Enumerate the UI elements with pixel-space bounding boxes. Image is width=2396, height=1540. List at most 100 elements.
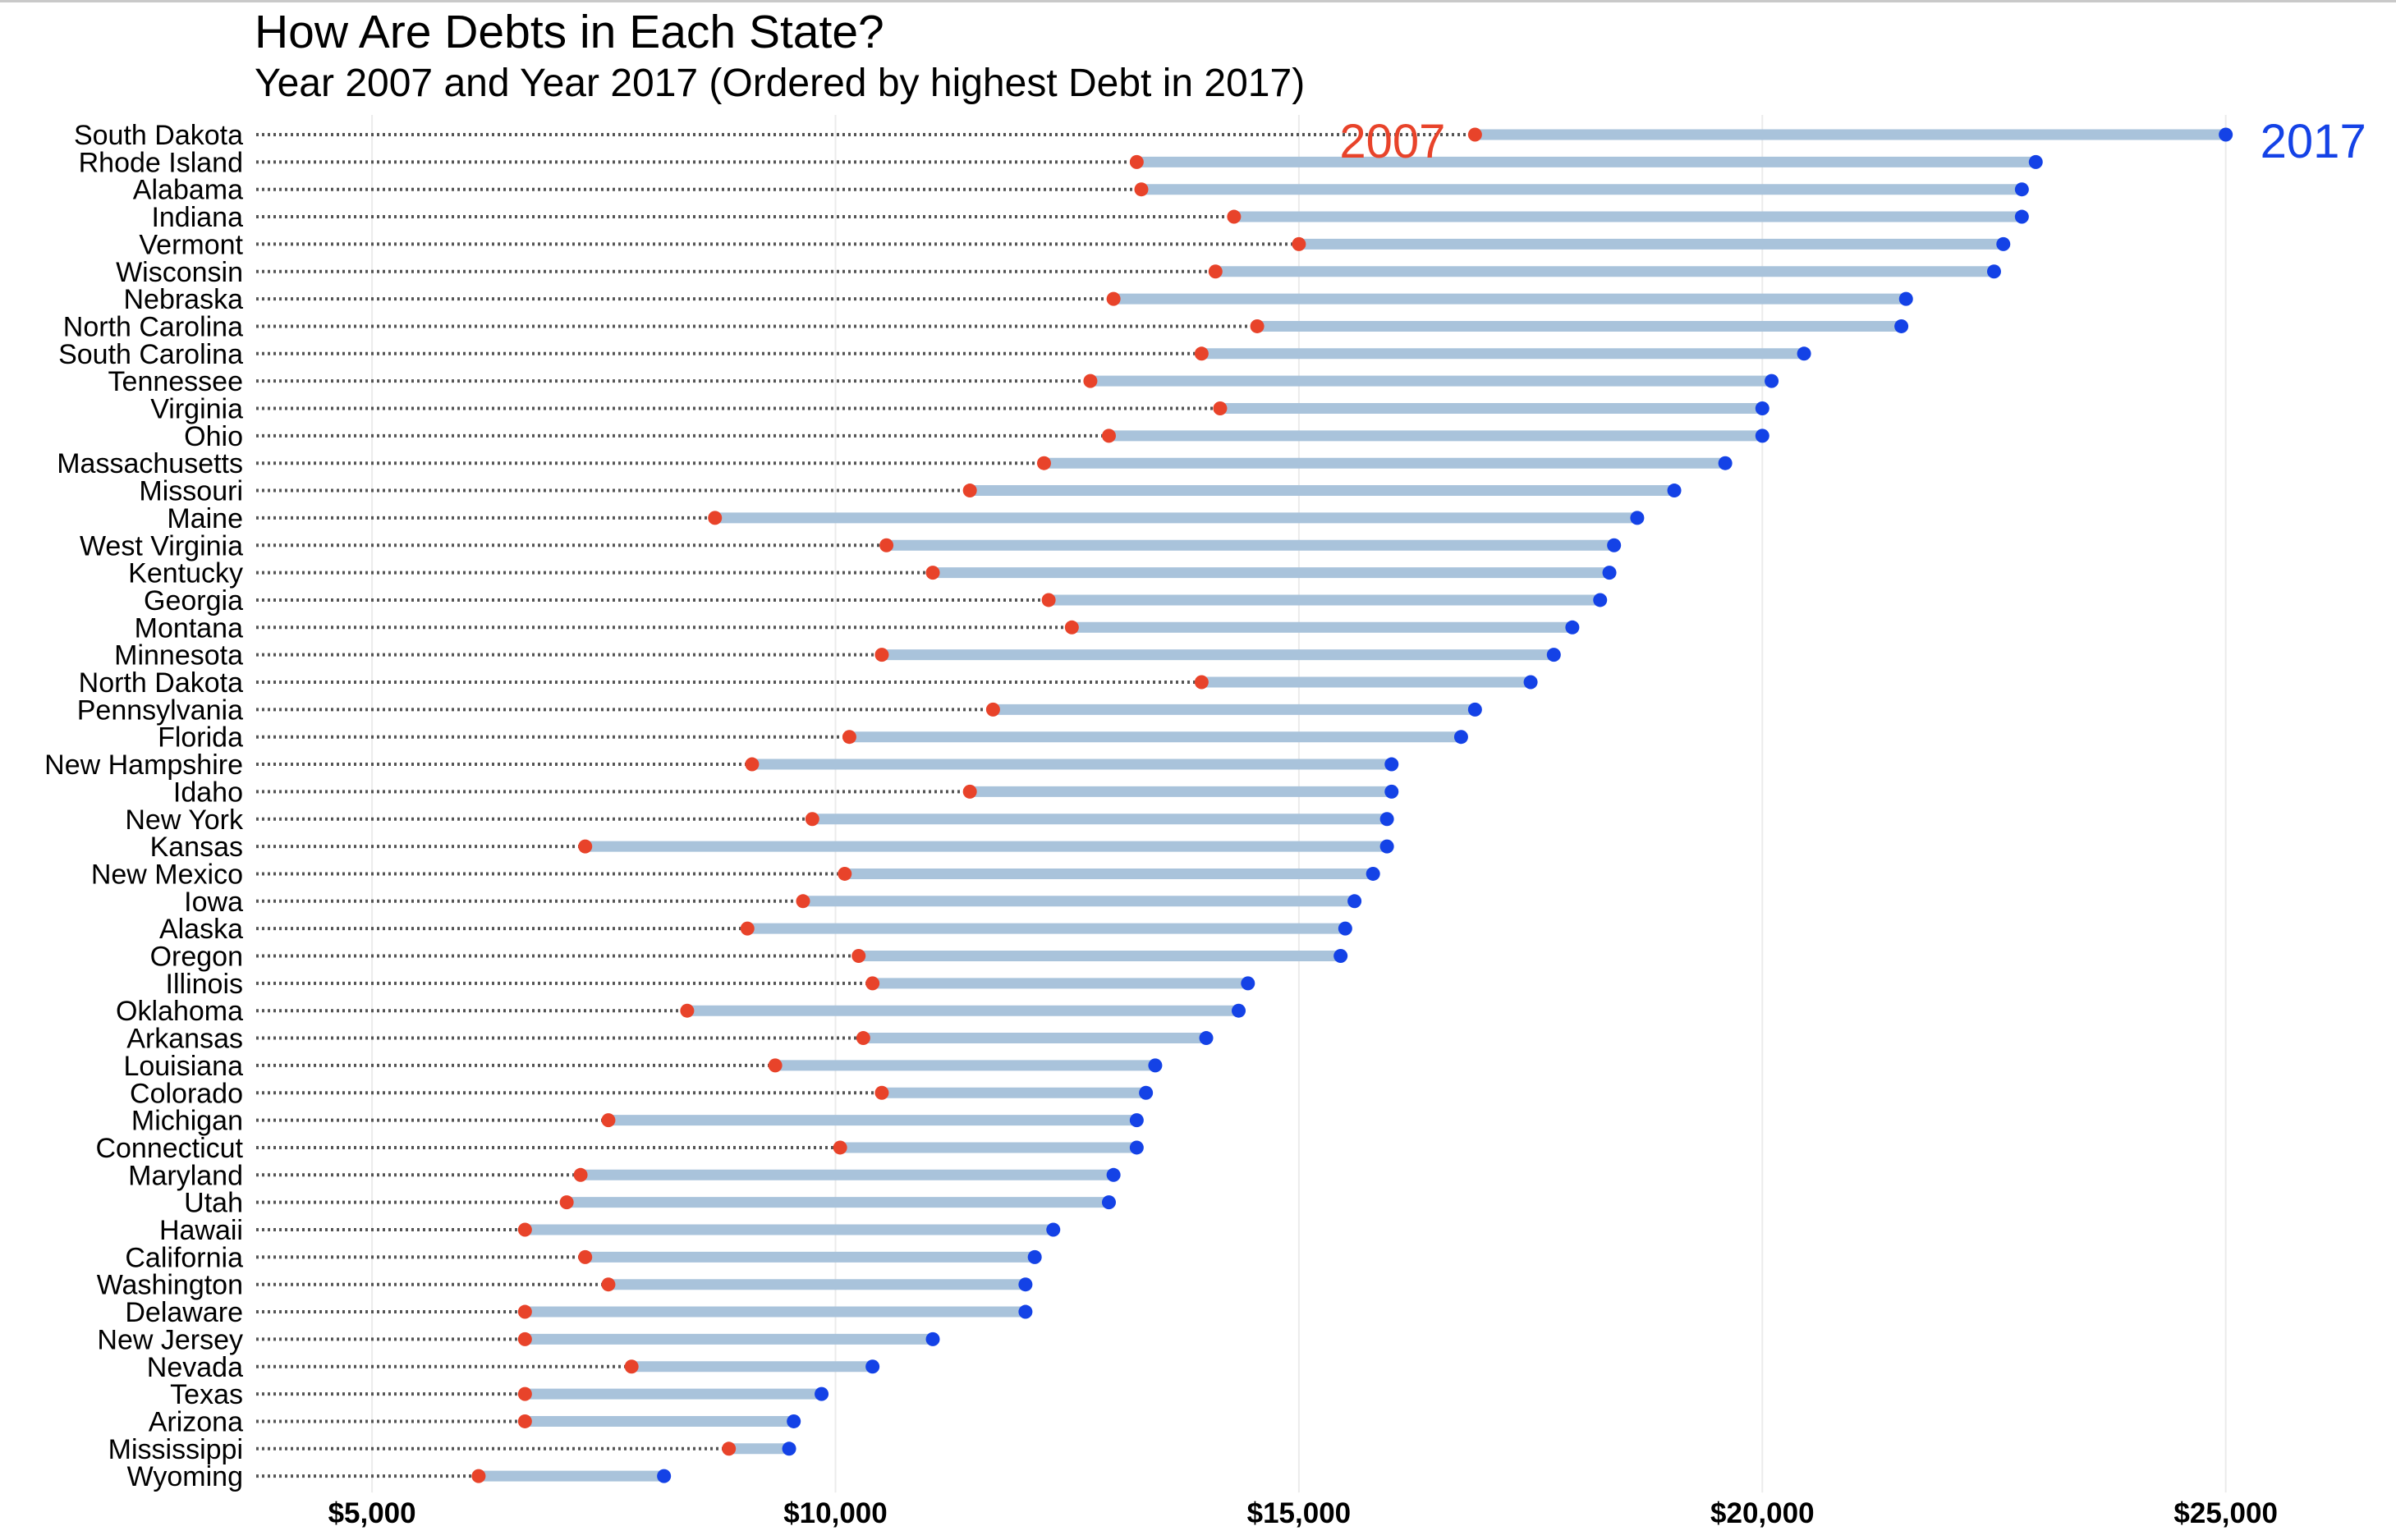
point-2007 (879, 538, 894, 552)
state-label: New Jersey (97, 1324, 243, 1355)
series-label-2017: 2017 (2261, 115, 2366, 168)
point-2017 (1379, 839, 1394, 854)
point-2007 (1213, 401, 1228, 415)
state-label: Illinois (166, 969, 243, 1000)
point-2007 (1041, 593, 1056, 607)
point-2007 (1036, 456, 1051, 470)
state-label: Delaware (125, 1297, 243, 1328)
point-2007 (1227, 209, 1242, 224)
point-2007 (1194, 675, 1209, 690)
state-label: Maine (167, 503, 243, 534)
point-2007 (573, 1167, 588, 1182)
point-2017 (1384, 757, 1399, 772)
x-tick-label: $5,000 (328, 1497, 416, 1529)
point-2017 (865, 1359, 880, 1374)
point-2017 (1241, 976, 1255, 991)
series-label-2007: 2007 (1339, 115, 1445, 168)
point-2007 (1250, 319, 1265, 333)
point-2007 (740, 921, 755, 936)
point-2017 (782, 1441, 796, 1456)
point-2007 (925, 566, 940, 580)
state-label: Vermont (139, 229, 243, 260)
point-2017 (1333, 949, 1348, 963)
point-2017 (1718, 456, 1733, 470)
point-2007 (796, 894, 810, 909)
x-tick-label: $25,000 (2173, 1497, 2278, 1529)
point-2017 (1630, 511, 1645, 525)
point-2007 (842, 730, 856, 745)
point-2007 (838, 866, 852, 881)
point-2017 (1755, 401, 1769, 415)
state-label: North Carolina (63, 311, 243, 342)
x-tick-label: $20,000 (1710, 1497, 1815, 1529)
point-2007 (1101, 429, 1116, 443)
point-2007 (962, 784, 977, 799)
state-label: Iowa (184, 887, 243, 918)
point-2017 (1101, 1195, 1116, 1210)
point-2017 (1106, 1167, 1121, 1182)
point-2017 (2014, 182, 2029, 197)
state-label: Rhode Island (79, 147, 243, 178)
state-label: Ohio (184, 421, 243, 452)
x-tick-label: $10,000 (783, 1497, 888, 1529)
state-label: Oklahoma (116, 996, 243, 1027)
state-label: Pennsylvania (77, 694, 243, 726)
point-2017 (1129, 1140, 1144, 1155)
point-2017 (1755, 429, 1769, 443)
state-label: South Dakota (74, 120, 243, 151)
state-label: Arkansas (126, 1024, 243, 1055)
point-2007 (874, 648, 889, 662)
point-2017 (1018, 1304, 1033, 1319)
state-label: Alabama (133, 175, 243, 206)
point-2017 (2219, 127, 2233, 142)
point-2007 (1292, 236, 1306, 251)
point-2007 (1467, 127, 1482, 142)
point-2007 (833, 1140, 847, 1155)
point-2007 (865, 976, 880, 991)
point-2007 (517, 1304, 532, 1319)
point-2017 (1996, 236, 2011, 251)
series-labels: 2007 2017 (1339, 115, 2366, 168)
state-label: Florida (158, 722, 243, 754)
point-2007 (962, 484, 977, 498)
point-2017 (2028, 154, 2043, 169)
point-2007 (745, 757, 760, 772)
point-2017 (2014, 209, 2029, 224)
state-label: Wisconsin (116, 257, 243, 288)
point-2007 (1106, 291, 1121, 306)
point-2007 (1208, 264, 1223, 279)
point-2007 (517, 1386, 532, 1401)
point-2007 (559, 1195, 574, 1210)
point-2017 (1546, 648, 1561, 662)
point-2007 (1134, 182, 1149, 197)
point-2007 (985, 702, 1000, 717)
point-2007 (856, 1031, 870, 1046)
state-label: New Hampshire (44, 749, 243, 781)
point-2017 (1894, 319, 1909, 333)
point-2007 (680, 1003, 695, 1018)
state-label: Massachusetts (57, 448, 243, 479)
state-label: California (125, 1242, 243, 1273)
x-tick-label: $15,000 (1247, 1497, 1352, 1529)
point-2017 (1338, 921, 1352, 936)
point-2017 (925, 1331, 940, 1346)
state-label: Alaska (159, 914, 243, 945)
point-2007 (471, 1469, 486, 1483)
state-label: Indiana (151, 202, 243, 233)
state-label: Michigan (131, 1106, 243, 1137)
state-label: Nevada (147, 1352, 243, 1383)
point-2007 (805, 812, 819, 827)
point-2017 (1765, 374, 1779, 388)
point-2007 (1129, 154, 1144, 169)
state-label: Connecticut (95, 1133, 243, 1164)
point-2017 (657, 1469, 672, 1483)
state-label: Colorado (130, 1078, 243, 1109)
point-2017 (1139, 1085, 1154, 1100)
state-label: Tennessee (108, 366, 243, 397)
point-2017 (1667, 484, 1682, 498)
state-label: West Virginia (80, 530, 243, 561)
point-2017 (1018, 1277, 1033, 1292)
state-label: Virginia (150, 394, 243, 425)
